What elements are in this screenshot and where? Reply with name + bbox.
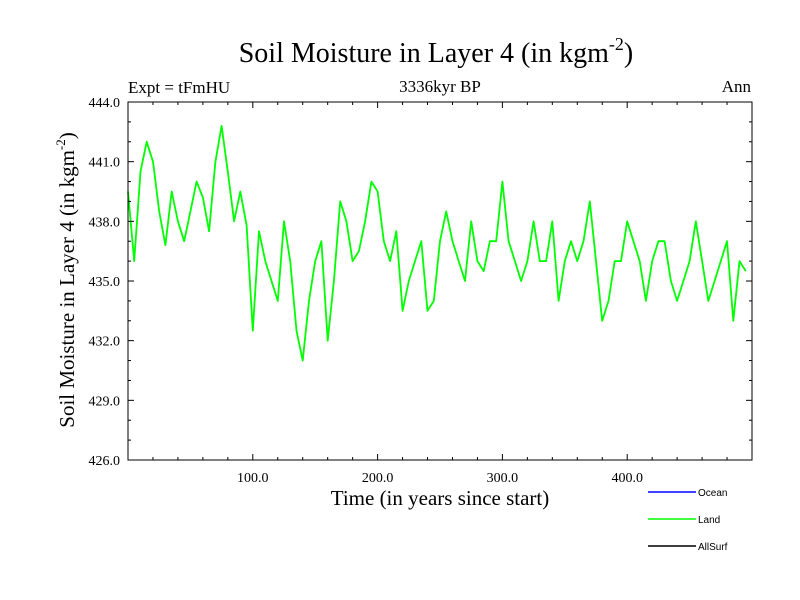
chart-title-close: ) <box>624 38 633 69</box>
y-tick-label: 426.0 <box>89 454 121 469</box>
legend-label-land: Land <box>698 515 720 526</box>
y-tick-label: 444.0 <box>89 96 121 111</box>
y-tick-label: 429.0 <box>89 394 121 409</box>
y-axis-label-close: ) <box>55 132 79 139</box>
y-axis-label-superscript: -2 <box>53 139 68 150</box>
series-line-land <box>127 125 747 362</box>
x-tick-label: 400.0 <box>611 471 643 486</box>
legend-label-ocean: Ocean <box>698 488 727 499</box>
chart-subtitle: 3336kyr BP <box>399 77 481 96</box>
plot-area: 426.0 429.0 432.0 435.0 438.0 441.0 444.0 100.0… <box>89 96 753 486</box>
y-tick-label: 435.0 <box>89 275 121 290</box>
experiment-label: Expt = tFmHU <box>128 78 230 97</box>
x-tick-label: 100.0 <box>237 471 269 486</box>
legend-label-allsurf: AllSurf <box>698 542 728 553</box>
chart-title-superscript: -2 <box>609 34 624 54</box>
chart-title: Soil Moisture in Layer 4 (in kgm-2) <box>239 34 634 69</box>
y-axis-label-main: Soil Moisture in Layer 4 (in kgm <box>55 150 79 428</box>
chart-title-main: Soil Moisture in Layer 4 (in kgm <box>239 38 609 69</box>
legend: Ocean Land AllSurf <box>648 488 728 553</box>
y-tick-label: 432.0 <box>89 335 121 350</box>
y-axis-label: Soil Moisture in Layer 4 (in kgm-2) <box>53 132 79 427</box>
plot-frame <box>127 101 753 461</box>
x-axis-label: Time (in years since start) <box>331 486 550 510</box>
y-tick-label: 438.0 <box>89 215 121 230</box>
y-tick-label: 441.0 <box>89 156 121 171</box>
x-tick-label: 300.0 <box>487 471 519 486</box>
season-label: Ann <box>722 77 752 96</box>
x-tick-label: 200.0 <box>362 471 394 486</box>
